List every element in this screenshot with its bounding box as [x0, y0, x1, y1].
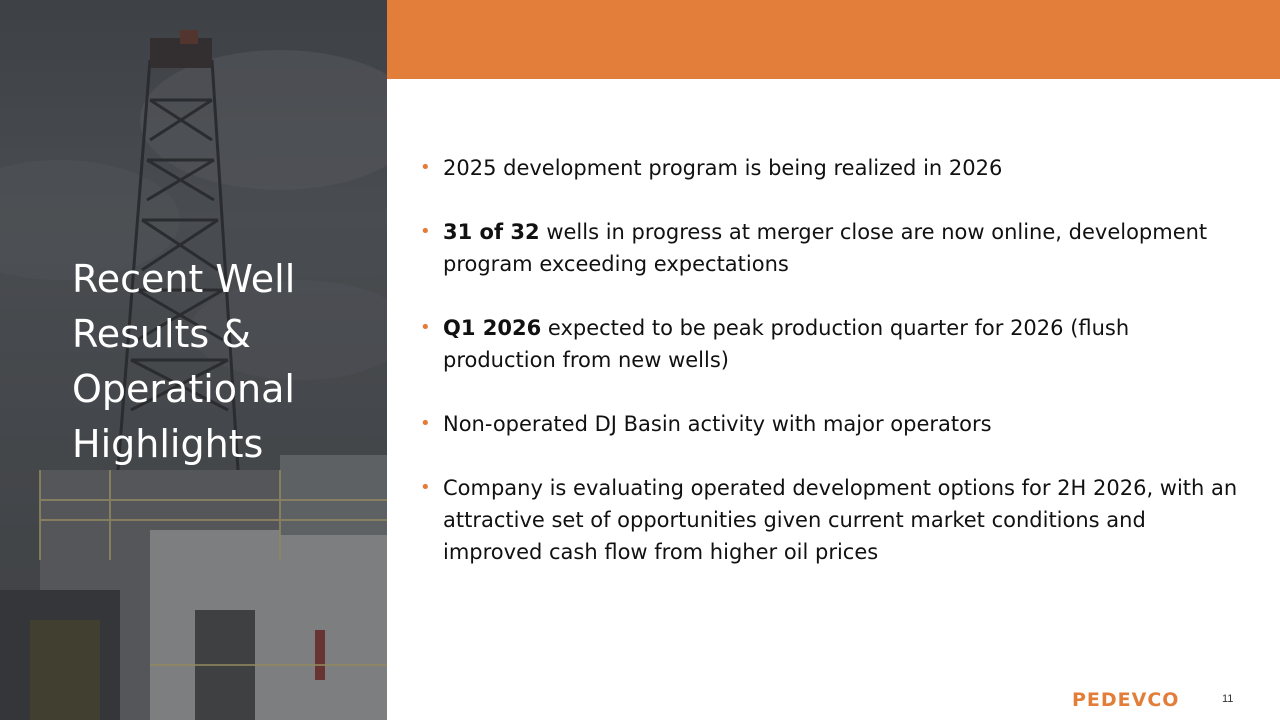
logo-wordmark: PEDEVCO — [1072, 689, 1180, 711]
header-accent-bar — [387, 0, 1280, 79]
bullet-dot-icon: • — [420, 477, 431, 498]
bullet-dot-icon: • — [420, 221, 431, 242]
bullet-bold-text: 31 of 32 — [443, 220, 540, 244]
rig-illustration — [0, 30, 387, 720]
bullet-text: 2025 development program is being realiz… — [443, 156, 1003, 180]
bullet-item: • Q1 2026 expected to be peak production… — [420, 312, 1240, 376]
bullet-text: Non-operated DJ Basin activity with majo… — [443, 412, 992, 436]
bullet-text: Company is evaluating operated developme… — [443, 476, 1238, 564]
bullet-item: • 2025 development program is being real… — [420, 152, 1240, 184]
bullet-text: wells in progress at merger close are no… — [443, 220, 1208, 276]
bullet-dot-icon: • — [420, 157, 431, 178]
bullet-item: • 31 of 32 wells in progress at merger c… — [420, 216, 1240, 280]
bullet-bold-text: Q1 2026 — [443, 316, 542, 340]
drilling-rig-photo: Recent Well Results & Operational Highli… — [0, 0, 387, 720]
bullet-list: • 2025 development program is being real… — [420, 152, 1240, 600]
slide-title: Recent Well Results & Operational Highli… — [72, 257, 296, 466]
bullet-dot-icon: • — [420, 317, 431, 338]
bullet-item: • Non-operated DJ Basin activity with ma… — [420, 408, 1240, 440]
bullet-item: • Company is evaluating operated develop… — [420, 472, 1240, 568]
page-number: 11 — [1222, 693, 1234, 705]
photo-dark-overlay — [0, 0, 387, 720]
bullet-text: expected to be peak production quarter f… — [443, 316, 1130, 372]
bullet-dot-icon: • — [420, 413, 431, 434]
company-logo: PEDEVCO — [1072, 688, 1179, 712]
